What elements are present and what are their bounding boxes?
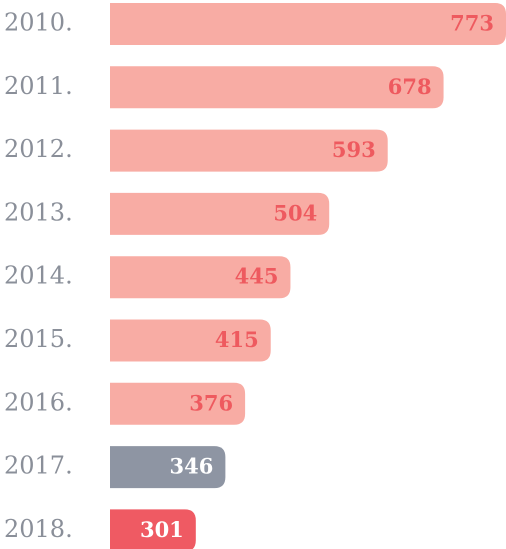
category-label: 2010. — [4, 9, 73, 37]
value-label: 445 — [235, 264, 279, 289]
bar — [110, 192, 330, 235]
value-label: 773 — [450, 11, 494, 36]
bar — [110, 256, 291, 299]
value-label: 346 — [170, 454, 214, 479]
bar — [110, 319, 271, 362]
category-label: 2013. — [4, 198, 73, 226]
category-label: 2011. — [4, 72, 73, 100]
bar — [110, 129, 388, 172]
value-label: 593 — [332, 137, 376, 162]
bar — [110, 509, 196, 549]
category-label: 2018. — [4, 515, 73, 543]
bar — [110, 382, 246, 425]
bar — [110, 446, 226, 489]
bar — [110, 3, 506, 45]
category-label: 2012. — [4, 135, 73, 163]
category-label: 2016. — [4, 388, 73, 416]
value-label: 376 — [189, 390, 233, 415]
category-label: 2014. — [4, 262, 73, 290]
value-label: 415 — [215, 327, 259, 352]
value-label: 301 — [140, 517, 184, 542]
value-label: 504 — [273, 200, 317, 225]
value-label: 678 — [388, 74, 432, 99]
bar — [110, 66, 444, 109]
category-label: 2017. — [4, 452, 73, 480]
category-label: 2015. — [4, 325, 73, 353]
